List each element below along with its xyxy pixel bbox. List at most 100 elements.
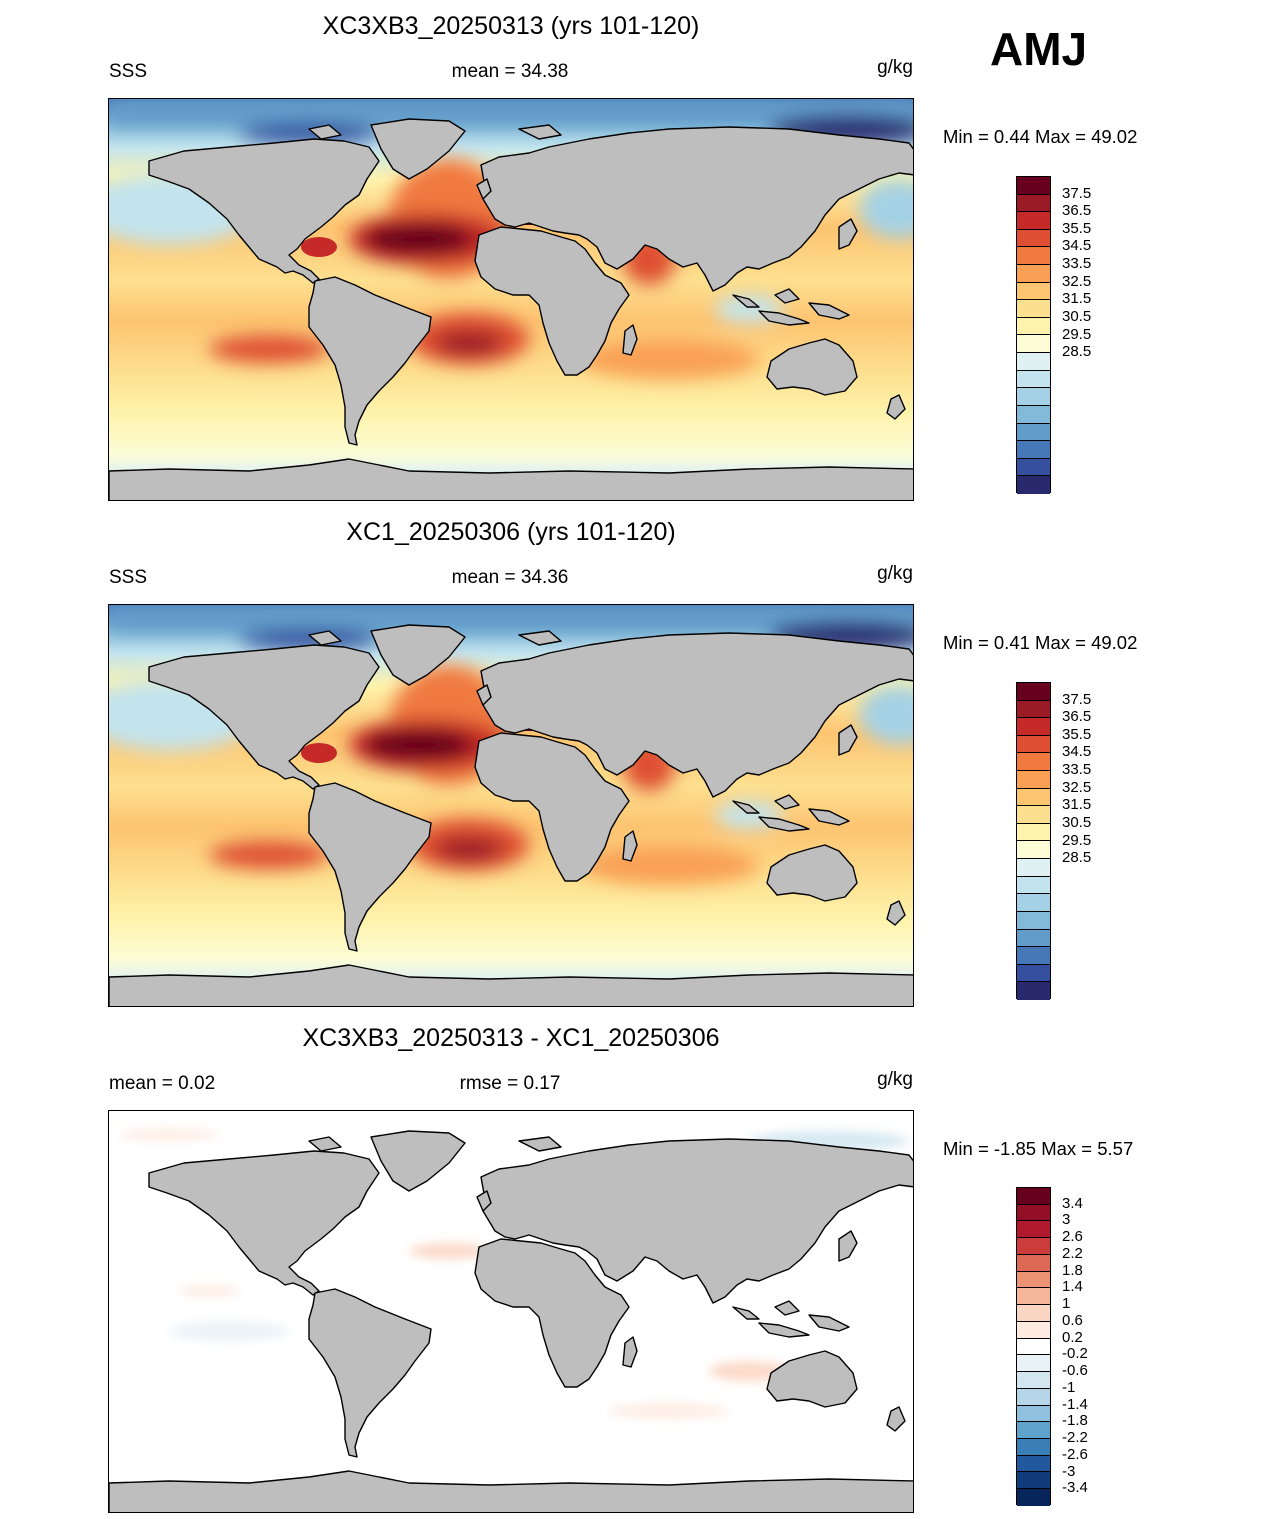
land-mass [480, 1138, 913, 1304]
colorbar-swatch [1017, 370, 1050, 389]
land-mass [474, 226, 630, 376]
map-canvas [109, 1111, 913, 1512]
land-mass [838, 218, 858, 250]
land-mass [758, 1322, 810, 1338]
colorbar-swatch [1017, 1338, 1050, 1356]
colorbar-swatch [1017, 247, 1050, 266]
colorbar-tick-label: -2.2 [1062, 1429, 1088, 1447]
land-mass [476, 1190, 492, 1212]
season-label: AMJ [990, 23, 1088, 75]
colorbar-tick-label: -0.6 [1062, 1362, 1088, 1380]
colorbar-swatch [1017, 265, 1050, 283]
panel3-colorbar [1016, 1187, 1051, 1506]
land-mass [808, 1314, 850, 1332]
panel1-units-label: g/kg [877, 57, 913, 78]
colorbar-tick-label: 32.5 [1062, 272, 1092, 290]
colorbar-tick-label: 34.5 [1062, 237, 1092, 255]
colorbar-tick-label: -1.4 [1062, 1395, 1088, 1413]
colorbar-swatch [1017, 876, 1050, 895]
panel1-title: XC3XB3_20250313 (yrs 101-120) [322, 12, 700, 40]
colorbar-swatch [1017, 982, 1050, 1000]
land-mass [308, 276, 432, 446]
colorbar-swatch [1017, 177, 1050, 195]
land-mass [308, 1136, 342, 1152]
land-mass [886, 1406, 906, 1432]
land-mass [308, 630, 342, 646]
land-mass [308, 782, 432, 952]
colorbar-swatch [1017, 894, 1050, 912]
colorbar-tick-label: 33.5 [1062, 761, 1092, 779]
colorbar-tick-label: 36.5 [1062, 708, 1092, 726]
colorbar-tick-label: 31.5 [1062, 796, 1092, 814]
colorbar-swatch [1017, 212, 1050, 230]
panel1-map [108, 98, 914, 501]
land-mass [732, 1306, 760, 1320]
land-mass [148, 644, 380, 790]
land-mass [480, 632, 913, 798]
colorbar-swatch [1017, 806, 1050, 824]
land-mass [308, 1288, 432, 1458]
land-mass [622, 830, 638, 862]
colorbar-swatch [1017, 476, 1050, 494]
colorbar-swatch [1017, 441, 1050, 459]
colorbar-swatch [1017, 1489, 1050, 1506]
colorbar-swatch [1017, 353, 1050, 371]
land-mass [109, 458, 913, 500]
colorbar-swatch [1017, 317, 1050, 336]
colorbar-swatch [1017, 1254, 1050, 1272]
land-mass [774, 288, 800, 304]
colorbar-swatch [1017, 735, 1050, 754]
colorbar-tick-label: 35.5 [1062, 725, 1092, 743]
colorbar-swatch [1017, 1405, 1050, 1423]
colorbar-tick-label: 31.5 [1062, 290, 1092, 308]
panel2-mean-label: mean = 34.36 [451, 567, 569, 588]
colorbar-swatch [1017, 300, 1050, 318]
colorbar-swatch [1017, 683, 1050, 701]
land-mass [886, 900, 906, 926]
colorbar-swatch [1017, 1188, 1050, 1205]
panel3-title: XC3XB3_20250313 - XC1_20250306 [302, 1024, 720, 1052]
colorbar-tick-label: 32.5 [1062, 778, 1092, 796]
land-mass [370, 1130, 466, 1192]
colorbar-tick-label: -2.6 [1062, 1445, 1088, 1463]
land-mass [622, 324, 638, 356]
land-mass [518, 630, 562, 646]
panel3-rmse-label: rmse = 0.17 [459, 1073, 561, 1094]
panel2-minmax-label: Min = 0.41 Max = 49.02 [943, 632, 1138, 653]
colorbar-swatch [1017, 1355, 1050, 1373]
colorbar-swatch [1017, 859, 1050, 877]
colorbar-tick-label: 37.5 [1062, 690, 1092, 708]
colorbar-tick-label: 35.5 [1062, 219, 1092, 237]
map-canvas [109, 605, 913, 1006]
land-mass [886, 394, 906, 420]
land-mass [838, 724, 858, 756]
colorbar-swatch [1017, 718, 1050, 736]
panel1-variable-label: SSS [109, 61, 148, 82]
colorbar-tick-label: 2.6 [1062, 1228, 1083, 1246]
panel2-units-label: g/kg [877, 563, 913, 584]
land-mass [758, 310, 810, 326]
colorbar-tick-label: -3 [1062, 1462, 1076, 1480]
land-mass [109, 1470, 913, 1512]
colorbar-swatch [1017, 700, 1050, 719]
panel3-minmax-label: Min = -1.85 Max = 5.57 [943, 1138, 1134, 1159]
panel3-mean-label: mean = 0.02 [109, 1073, 216, 1094]
land-mass [148, 1150, 380, 1296]
colorbar-swatch [1017, 1472, 1050, 1490]
colorbar-tick-label: 28.5 [1062, 849, 1092, 867]
panel3-map [108, 1110, 914, 1513]
colorbar-swatch [1017, 841, 1050, 860]
land-mass [148, 138, 380, 284]
land-mass [480, 126, 913, 292]
colorbar-tick-label: 28.5 [1062, 343, 1092, 361]
land-mass [808, 808, 850, 826]
land-mass [774, 1300, 800, 1316]
land-mass [774, 794, 800, 810]
map-canvas [109, 99, 913, 500]
land-mass [109, 964, 913, 1006]
colorbar-swatch [1017, 1271, 1050, 1289]
land-mass [476, 684, 492, 706]
panel3-units-label: g/kg [877, 1069, 913, 1090]
panel1-mean-label: mean = 34.38 [451, 61, 569, 82]
colorbar-swatch [1017, 1439, 1050, 1456]
